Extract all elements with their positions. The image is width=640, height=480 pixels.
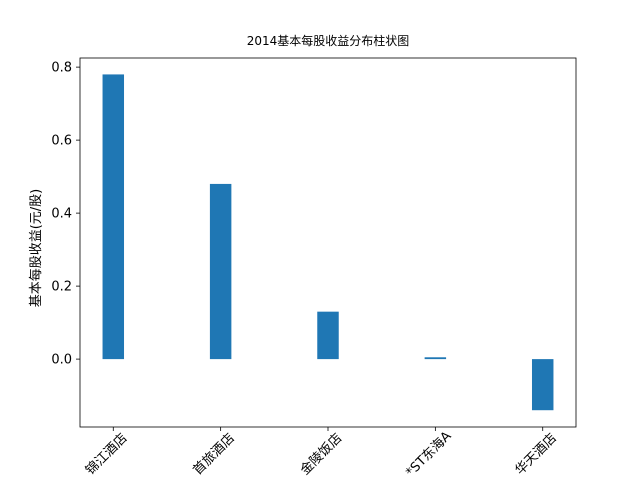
chart-title: 2014基本每股收益分布柱状图 — [247, 33, 410, 48]
y-tick-label: 0.4 — [51, 207, 72, 222]
y-axis-label: 基本每股收益(元/股) — [28, 189, 44, 308]
bar — [102, 74, 125, 360]
bar — [317, 311, 339, 360]
bar — [209, 183, 232, 360]
plot-frame — [79, 57, 577, 428]
y-tick-label: 0.8 — [51, 61, 72, 76]
bar — [424, 357, 447, 360]
y-tick-label: 0.6 — [51, 134, 72, 149]
y-tick-label: 0.2 — [51, 280, 72, 295]
y-tick-label: 0.0 — [51, 353, 72, 368]
bar — [531, 359, 554, 411]
